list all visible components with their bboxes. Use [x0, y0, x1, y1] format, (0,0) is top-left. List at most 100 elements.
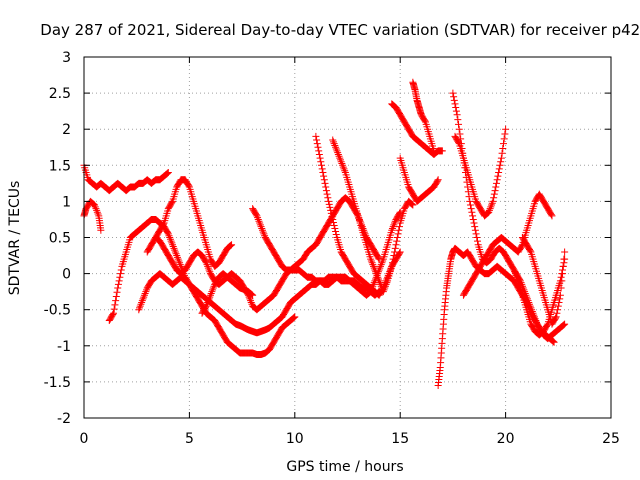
series-track-19 [510, 255, 569, 339]
data-point [368, 259, 376, 267]
data-point [202, 303, 210, 311]
data-point [529, 309, 537, 317]
data-point [395, 226, 403, 234]
data-point [203, 300, 211, 308]
data-point [490, 190, 498, 198]
data-point [374, 254, 382, 262]
data-point [374, 275, 382, 283]
data-point [141, 289, 149, 297]
data-point [226, 242, 234, 250]
data-point [391, 248, 399, 256]
data-point [438, 147, 446, 155]
data-point [327, 206, 335, 214]
data-point [203, 261, 211, 269]
data-point [329, 136, 337, 144]
data-point [497, 158, 505, 166]
data-point [334, 150, 342, 158]
data-point [206, 291, 214, 299]
data-point [394, 230, 402, 238]
data-point [140, 291, 148, 299]
data-point [409, 201, 417, 209]
data-point [533, 318, 541, 326]
x-tick-label: 25 [602, 431, 620, 447]
data-point [498, 149, 506, 157]
data-point [496, 161, 504, 169]
data-point [449, 89, 457, 97]
data-point [338, 159, 346, 167]
data-point [159, 220, 167, 228]
data-point [91, 203, 99, 211]
data-point [330, 221, 338, 229]
series-track-1 [80, 161, 172, 195]
data-point [339, 161, 347, 169]
data-point [391, 217, 399, 225]
data-point [379, 288, 387, 296]
data-point [408, 200, 416, 208]
data-point [452, 107, 460, 115]
data-point [168, 239, 176, 247]
data-point [430, 147, 438, 155]
data-point [485, 206, 493, 214]
data-point [138, 298, 146, 306]
data-point [554, 302, 562, 310]
data-point [511, 268, 519, 276]
data-point [455, 125, 463, 133]
data-point [464, 188, 472, 196]
data-point [140, 293, 148, 301]
data-point [380, 286, 388, 294]
data-point [202, 302, 210, 310]
data-point [142, 288, 150, 296]
data-point [143, 286, 151, 294]
y-tick-label: 2 [62, 122, 71, 138]
data-point [524, 297, 532, 305]
data-point [473, 234, 481, 241]
data-point [557, 273, 565, 281]
data-point [331, 224, 339, 232]
data-markers [80, 78, 569, 390]
x-axis-label: GPS time / hours [286, 459, 403, 475]
data-point [325, 200, 333, 208]
data-point [93, 206, 101, 214]
data-point [339, 163, 347, 171]
data-point [558, 270, 566, 278]
series-track-17 [449, 89, 558, 346]
data-point [388, 224, 396, 232]
data-point [462, 173, 470, 181]
x-tick-label: 10 [286, 431, 304, 447]
data-point [335, 152, 343, 160]
data-point [560, 259, 568, 267]
data-point [556, 277, 564, 285]
data-point [93, 208, 101, 216]
data-point [525, 300, 533, 308]
data-point [168, 199, 176, 207]
data-point [114, 284, 122, 292]
data-point [499, 144, 507, 152]
data-point [553, 309, 561, 317]
data-point [559, 262, 567, 270]
data-point [164, 169, 172, 177]
data-point [247, 290, 255, 298]
data-point [395, 223, 403, 231]
data-point [332, 143, 340, 151]
data-point [367, 255, 375, 263]
data-point [92, 205, 100, 213]
data-point [136, 302, 144, 310]
data-point [175, 257, 183, 265]
y-tick-label: 0 [62, 267, 71, 283]
data-point [468, 208, 476, 216]
data-point [471, 226, 479, 234]
data-point [388, 262, 396, 270]
data-point [254, 214, 262, 222]
data-point [205, 295, 213, 303]
x-tick-labels: 0 5 10 15 20 25 [80, 431, 620, 447]
series-track-10 [329, 136, 417, 296]
data-point [372, 268, 380, 276]
data-point [377, 261, 385, 269]
data-point [318, 161, 326, 169]
data-point [164, 229, 172, 237]
data-point [208, 288, 216, 296]
data-point [336, 156, 344, 164]
data-point [556, 295, 564, 303]
data-point [465, 193, 473, 201]
series-track-7 [198, 270, 257, 317]
